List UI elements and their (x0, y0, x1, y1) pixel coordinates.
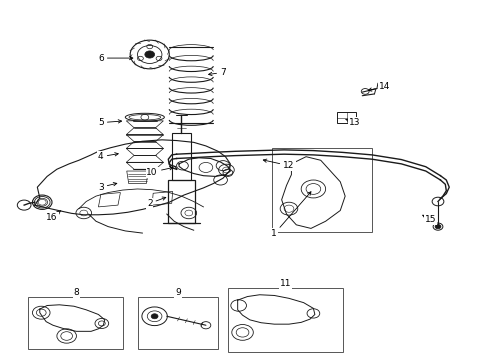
Text: 9: 9 (175, 288, 181, 297)
Text: 6: 6 (98, 54, 133, 63)
Bar (337, 112, 356, 123)
Text: 8: 8 (74, 288, 79, 297)
Text: 12: 12 (263, 159, 294, 170)
Bar (27, 297, 123, 348)
Circle shape (435, 225, 441, 229)
Text: 13: 13 (345, 118, 361, 127)
Text: 4: 4 (98, 152, 118, 161)
Bar (138, 297, 218, 348)
Bar (228, 288, 343, 352)
Text: 10: 10 (147, 167, 173, 177)
Text: 14: 14 (368, 82, 390, 91)
Text: 5: 5 (98, 118, 122, 127)
Bar (272, 148, 372, 232)
Circle shape (145, 51, 155, 58)
Text: 16: 16 (46, 211, 61, 222)
Circle shape (151, 314, 158, 319)
Text: 11: 11 (280, 279, 291, 288)
Bar (168, 180, 195, 223)
Text: 7: 7 (209, 68, 226, 77)
Text: 2: 2 (147, 197, 166, 208)
Bar (172, 134, 191, 180)
Text: 1: 1 (271, 192, 311, 238)
Text: 3: 3 (98, 183, 117, 192)
Text: 15: 15 (423, 215, 437, 224)
